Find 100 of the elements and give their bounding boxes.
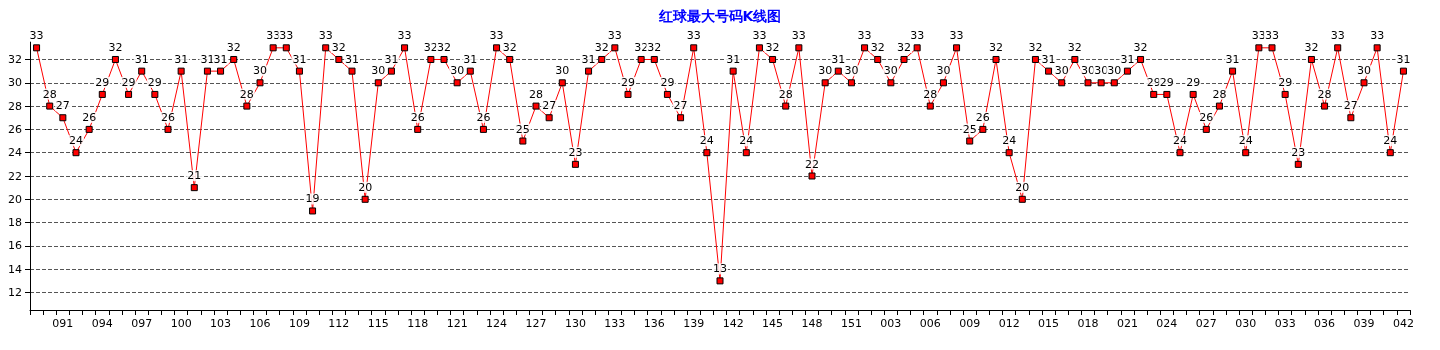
data-label: 32 <box>1067 40 1082 54</box>
data-label: 30 <box>253 64 267 78</box>
data-label: 29 <box>1278 75 1293 89</box>
data-label: 28 <box>1317 87 1332 101</box>
x-tick-label: 091 <box>52 317 74 330</box>
data-label: 31 <box>1396 52 1411 66</box>
data-label: 31 <box>463 52 478 66</box>
x-tick-label: 094 <box>91 317 113 330</box>
data-label: 31 <box>1225 52 1240 66</box>
data-label: 30 <box>1357 64 1371 78</box>
y-tick-label: 12 <box>8 286 22 300</box>
data-label: 21 <box>187 169 202 183</box>
data-label: 30 <box>1081 64 1095 78</box>
data-label: 33 <box>29 29 44 43</box>
data-label: 31 <box>174 52 189 66</box>
data-label: 26 <box>161 110 175 124</box>
data-label: 33 <box>857 29 872 43</box>
x-tick-label: 006 <box>919 317 941 330</box>
y-tick-label: 32 <box>8 52 22 66</box>
data-label: 29 <box>121 75 136 89</box>
x-tick-label: 024 <box>1156 317 1178 330</box>
data-label: 32 <box>765 40 780 54</box>
data-label: 33 <box>686 29 701 43</box>
data-label: 33 <box>397 29 412 43</box>
x-tick-label: 012 <box>998 317 1020 330</box>
data-label: 29 <box>147 75 162 89</box>
y-tick-label: 20 <box>8 192 22 206</box>
data-label: 30 <box>555 64 570 78</box>
data-label: 33 <box>318 29 333 43</box>
x-tick-label: 100 <box>170 317 192 330</box>
data-label: 29 <box>95 75 110 89</box>
x-tick-label: 109 <box>288 317 310 330</box>
y-tick-label: 16 <box>8 239 22 253</box>
x-tick-label: 148 <box>801 317 823 330</box>
x-tick-label: 015 <box>1038 317 1060 330</box>
data-label: 27 <box>542 99 557 113</box>
data-label: 33 <box>279 29 294 43</box>
data-label: 32 <box>594 40 609 54</box>
data-label: 32 <box>634 40 649 54</box>
data-label: 24 <box>1383 134 1398 148</box>
data-label: 31 <box>581 52 596 66</box>
x-tick-label: 145 <box>762 317 784 330</box>
data-label: 29 <box>1159 75 1174 89</box>
data-label: 31 <box>213 52 228 66</box>
data-label: 31 <box>134 52 149 66</box>
data-label: 25 <box>962 122 977 136</box>
data-label: 26 <box>975 110 990 124</box>
x-tick-label: 133 <box>604 317 626 330</box>
x-tick-label: 103 <box>210 317 232 330</box>
x-tick-label: 112 <box>328 317 350 330</box>
y-tick-label: 26 <box>8 122 22 136</box>
data-label: 30 <box>371 64 386 78</box>
data-label: 31 <box>1041 52 1056 66</box>
x-tick-label: 124 <box>486 317 508 330</box>
data-label: 29 <box>660 75 675 89</box>
data-label: 28 <box>239 87 254 101</box>
data-label: 32 <box>437 40 451 54</box>
data-label: 26 <box>476 110 491 124</box>
x-tick-label: 021 <box>1116 317 1138 330</box>
x-tick-label: 009 <box>959 317 981 330</box>
data-label: 33 <box>1370 29 1385 43</box>
x-tick-label: 097 <box>131 317 153 330</box>
data-label: 32 <box>647 40 662 54</box>
data-label: 30 <box>883 64 898 78</box>
x-tick-label: 018 <box>1077 317 1099 330</box>
data-label: 33 <box>266 29 281 43</box>
data-label: 20 <box>1015 180 1030 194</box>
x-tick-label: 030 <box>1235 317 1257 330</box>
data-label: 33 <box>1265 29 1279 43</box>
data-label: 33 <box>607 29 622 43</box>
data-label: 22 <box>805 157 819 171</box>
data-label: 33 <box>752 29 767 43</box>
data-label: 33 <box>949 29 964 43</box>
data-label: 24 <box>739 134 754 148</box>
data-label: 24 <box>699 134 714 148</box>
data-label: 30 <box>450 64 465 78</box>
x-tick-label: 115 <box>367 317 389 330</box>
x-tick-label: 042 <box>1392 317 1414 330</box>
data-label: 32 <box>870 40 885 54</box>
data-label: 23 <box>1291 145 1306 159</box>
data-label: 30 <box>1054 64 1069 78</box>
x-tick-label: 106 <box>249 317 271 330</box>
data-label: 23 <box>568 145 583 159</box>
data-label: 32 <box>502 40 517 54</box>
data-label: 27 <box>673 99 688 113</box>
data-label: 31 <box>384 52 399 66</box>
data-label: 29 <box>621 75 635 89</box>
data-label: 32 <box>1133 40 1148 54</box>
x-tick-label: 033 <box>1274 317 1296 330</box>
data-label: 28 <box>923 87 938 101</box>
data-label: 33 <box>1251 29 1266 43</box>
data-label: 30 <box>844 64 859 78</box>
data-label: 27 <box>1343 99 1358 113</box>
data-label: 28 <box>1212 87 1227 101</box>
data-label: 32 <box>1304 40 1319 54</box>
data-label: 31 <box>831 52 846 66</box>
data-label: 29 <box>1186 75 1201 89</box>
x-tick-label: 003 <box>880 317 902 330</box>
data-label: 31 <box>345 52 359 66</box>
data-label: 26 <box>1199 110 1214 124</box>
